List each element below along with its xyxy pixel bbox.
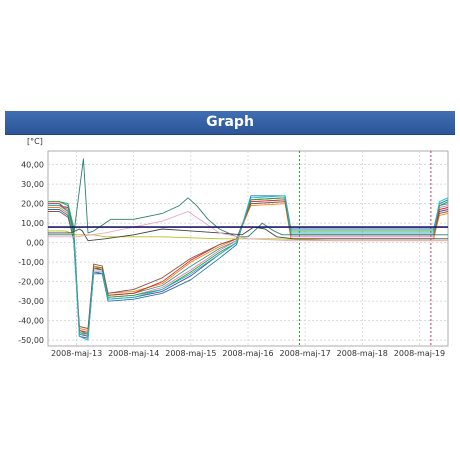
y-tick-label: -20,00 [18, 278, 44, 287]
x-tick-label: 2008-maj-13 [51, 349, 102, 358]
x-axis-ticks: 2008-maj-13 2008-maj-14 2008-maj-15 2008-ma… [51, 349, 445, 358]
series-line [48, 158, 448, 238]
y-tick-label: -50,00 [18, 336, 44, 345]
y-tick-label: -30,00 [18, 297, 44, 306]
x-tick-label: 2008-maj-19 [394, 349, 445, 358]
series-line [48, 226, 448, 242]
graph-panel: 40,00 30,00 20,00 10,00 0,00 -10,00 -20,00 -30,… [5, 111, 455, 361]
y-tick-label: -10,00 [18, 258, 44, 267]
x-tick-label: 2008-maj-15 [165, 349, 216, 358]
x-tick-label: 2008-maj-18 [337, 349, 388, 358]
data-series [48, 158, 449, 341]
y-axis-ticks: 40,00 30,00 20,00 10,00 0,00 -10,00 -20,00 -30,… [18, 161, 44, 346]
y-axis-unit-label: [°C] [27, 137, 43, 146]
y-tick-label: 40,00 [21, 161, 44, 170]
y-tick-label: -40,00 [18, 317, 44, 326]
graph-title: Graph [206, 114, 254, 130]
series-line [48, 211, 448, 242]
y-tick-label: 30,00 [21, 180, 44, 189]
y-tick-label: 10,00 [21, 219, 44, 228]
y-tick-label: 20,00 [21, 200, 44, 209]
x-tick-label: 2008-maj-17 [280, 349, 331, 358]
series-line [48, 195, 449, 341]
grid [48, 151, 448, 346]
temperature-chart: 40,00 30,00 20,00 10,00 0,00 -10,00 -20,00 -30,… [18, 150, 449, 358]
x-tick-label: 2008-maj-16 [222, 349, 273, 358]
date-markers [298, 151, 432, 346]
x-tick-label: 2008-maj-14 [108, 349, 159, 358]
y-tick-label: 0,00 [26, 239, 44, 248]
graph-title-bar: Graph [5, 111, 455, 135]
